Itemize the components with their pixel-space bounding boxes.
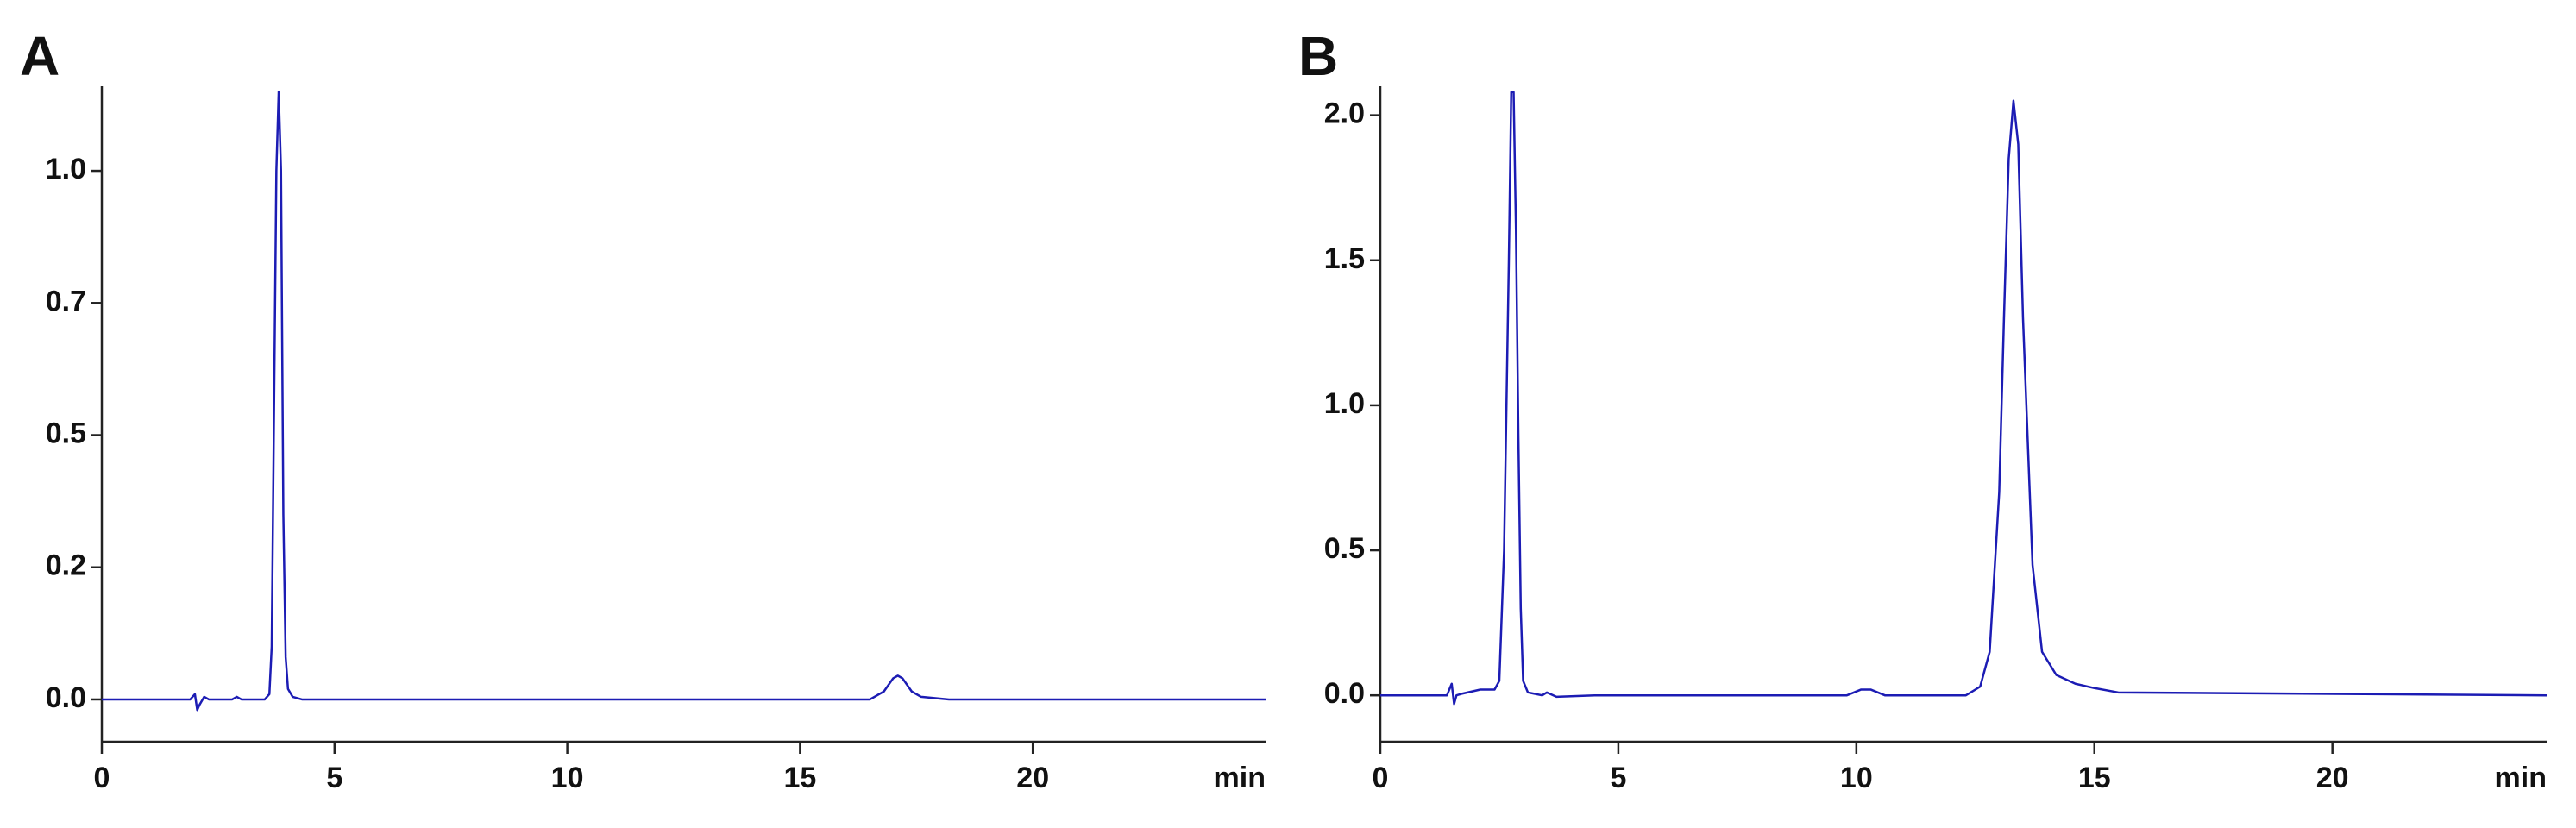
trace	[1380, 91, 2548, 706]
x-tick-label: 5	[1610, 762, 1626, 794]
panel-title: B	[1298, 25, 1338, 87]
x-axis-label: min	[1214, 762, 1266, 794]
y-tick-label: 0.0	[1324, 677, 1365, 710]
x-tick-label: 5	[326, 762, 342, 794]
y-tick-label: 0.0	[46, 681, 86, 714]
x-tick-label: 0	[1373, 762, 1389, 794]
y-tick-label: 1.0	[46, 153, 86, 185]
y-tick-label: 0.2	[46, 549, 86, 582]
y-tick-label: 0.5	[46, 417, 86, 450]
x-tick-label: 10	[551, 762, 584, 794]
x-axis-label: min	[2495, 762, 2547, 794]
x-tick-label: 0	[94, 762, 110, 794]
y-tick-label: 2.0	[1324, 97, 1365, 130]
x-tick-label: 15	[2078, 762, 2111, 794]
x-tick-label: 15	[783, 762, 816, 794]
x-tick-label: 20	[2316, 762, 2349, 794]
x-tick-label: 10	[1840, 762, 1873, 794]
y-tick-label: 1.0	[1324, 387, 1365, 420]
x-tick-label: 20	[1016, 762, 1049, 794]
y-tick-label: 0.7	[46, 285, 86, 317]
trace	[102, 90, 1266, 712]
y-tick-label: 0.5	[1324, 532, 1365, 565]
y-tick-label: 1.5	[1324, 242, 1365, 275]
panel-title: A	[20, 25, 60, 87]
